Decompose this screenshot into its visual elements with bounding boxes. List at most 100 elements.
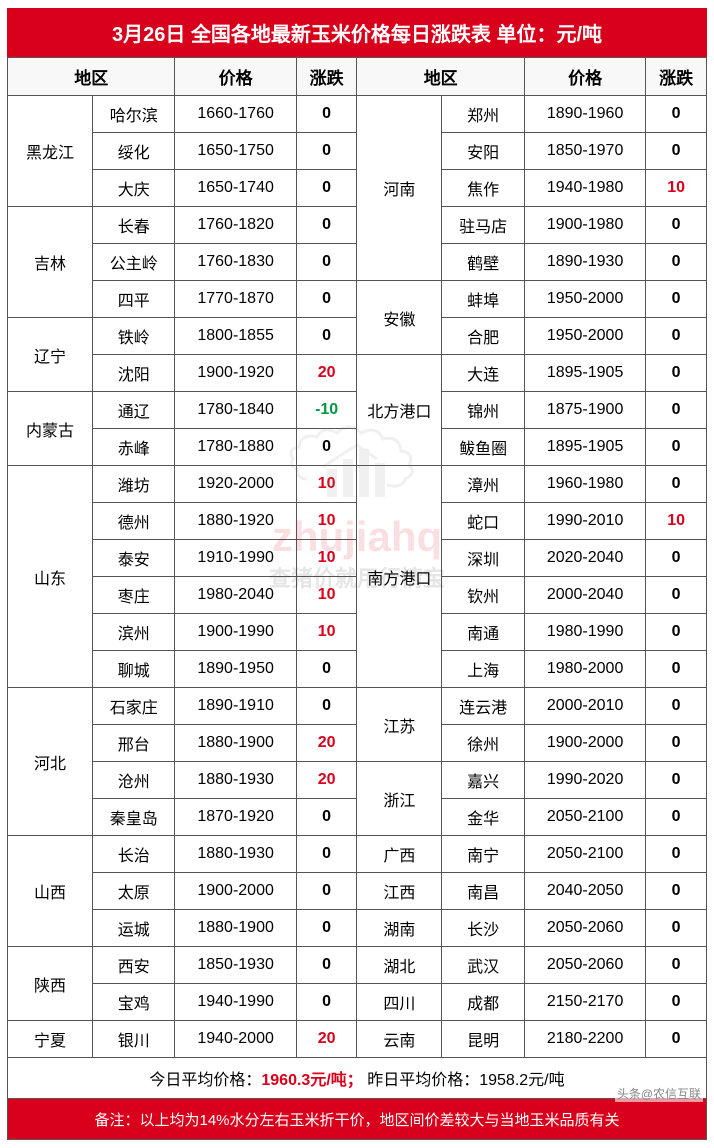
price-cell: 2180-2200 (524, 1021, 645, 1058)
price-cell: 1940-1980 (524, 170, 645, 207)
price-cell: 1990-2020 (524, 762, 645, 799)
change-cell: 10 (296, 503, 357, 540)
price-cell: 2050-2060 (524, 910, 645, 947)
city-cell: 合肥 (442, 318, 525, 355)
city-cell: 哈尔滨 (92, 96, 175, 133)
city-cell: 长治 (92, 836, 175, 873)
change-cell: -10 (296, 392, 357, 429)
change-cell: 0 (646, 651, 707, 688)
province-cell: 云南 (357, 1021, 442, 1058)
province-cell: 河南 (357, 96, 442, 281)
change-cell: 0 (296, 281, 357, 318)
city-cell: 德州 (92, 503, 175, 540)
city-cell: 大连 (442, 355, 525, 392)
table-row: 黑龙江哈尔滨1660-17600河南郑州1890-19600 (8, 96, 707, 133)
change-cell: 0 (296, 651, 357, 688)
price-cell: 1980-2000 (524, 651, 645, 688)
price-cell: 1780-1840 (175, 392, 296, 429)
header-change-right: 涨跌 (646, 58, 707, 96)
header-region-right: 地区 (357, 58, 524, 96)
change-cell: 0 (646, 466, 707, 503)
price-cell: 1910-1990 (175, 540, 296, 577)
change-cell: 0 (646, 96, 707, 133)
price-cell: 1895-1905 (524, 355, 645, 392)
price-cell: 1760-1830 (175, 244, 296, 281)
change-cell: 0 (296, 836, 357, 873)
city-cell: 通辽 (92, 392, 175, 429)
change-cell: 0 (646, 688, 707, 725)
change-cell: 20 (296, 762, 357, 799)
price-cell: 2150-2170 (524, 984, 645, 1021)
change-cell: 0 (646, 281, 707, 318)
price-cell: 1850-1930 (175, 947, 296, 984)
price-cell: 2000-2040 (524, 577, 645, 614)
city-cell: 昆明 (442, 1021, 525, 1058)
city-cell: 深圳 (442, 540, 525, 577)
change-cell: 0 (646, 614, 707, 651)
city-cell: 武汉 (442, 947, 525, 984)
price-cell: 1880-1930 (175, 762, 296, 799)
price-cell: 1880-1920 (175, 503, 296, 540)
table-row: 河北石家庄1890-19100江苏连云港2000-20100 (8, 688, 707, 725)
city-cell: 金华 (442, 799, 525, 836)
change-cell: 0 (296, 799, 357, 836)
change-cell: 0 (296, 96, 357, 133)
change-cell: 0 (646, 1021, 707, 1058)
city-cell: 铁岭 (92, 318, 175, 355)
city-cell: 聊城 (92, 651, 175, 688)
header-region-left: 地区 (8, 58, 175, 96)
price-cell: 2000-2010 (524, 688, 645, 725)
table-row: 山西长治1880-19300广西南宁2050-21000 (8, 836, 707, 873)
change-cell: 10 (296, 577, 357, 614)
province-cell: 广西 (357, 836, 442, 873)
price-cell: 1900-1980 (524, 207, 645, 244)
price-cell: 2050-2060 (524, 947, 645, 984)
change-cell: 20 (296, 1021, 357, 1058)
price-cell: 1760-1820 (175, 207, 296, 244)
price-cell: 1900-1920 (175, 355, 296, 392)
city-cell: 长春 (92, 207, 175, 244)
price-cell: 1880-1930 (175, 836, 296, 873)
change-cell: 0 (646, 318, 707, 355)
province-cell: 湖北 (357, 947, 442, 984)
price-cell: 1890-1960 (524, 96, 645, 133)
province-cell: 陕西 (8, 947, 93, 1021)
city-cell: 蛇口 (442, 503, 525, 540)
change-cell: 10 (296, 540, 357, 577)
price-cell: 1980-1990 (524, 614, 645, 651)
price-cell: 1960-1980 (524, 466, 645, 503)
change-cell: 0 (296, 244, 357, 281)
change-cell: 0 (296, 207, 357, 244)
footer-average: 今日平均价格：1960.3元/吨； 昨日平均价格：1958.2元/吨 (8, 1058, 707, 1099)
city-cell: 徐州 (442, 725, 525, 762)
city-cell: 南宁 (442, 836, 525, 873)
change-cell: 0 (646, 836, 707, 873)
change-cell: 20 (296, 725, 357, 762)
price-cell: 1950-2000 (524, 318, 645, 355)
footer-note: 备注：以上均为14%水分左右玉米折干价，地区间价差较大与当地玉米品质有关 (8, 1099, 707, 1140)
change-cell: 0 (296, 984, 357, 1021)
change-cell: 0 (646, 799, 707, 836)
price-cell: 1890-1950 (175, 651, 296, 688)
table-row: 山东潍坊1920-200010南方港口漳州1960-19800 (8, 466, 707, 503)
table-row: 沈阳1900-192020北方港口大连1895-19050 (8, 355, 707, 392)
table-row: 沧州1880-193020浙江嘉兴1990-20200 (8, 762, 707, 799)
page-title: 3月26日 全国各地最新玉米价格每日涨跌表 单位：元/吨 (7, 8, 707, 57)
city-cell: 嘉兴 (442, 762, 525, 799)
province-cell: 山东 (8, 466, 93, 688)
city-cell: 安阳 (442, 133, 525, 170)
price-cell: 2020-2040 (524, 540, 645, 577)
city-cell: 南昌 (442, 873, 525, 910)
price-cell: 1990-2010 (524, 503, 645, 540)
city-cell: 四平 (92, 281, 175, 318)
header-price-right: 价格 (524, 58, 645, 96)
price-cell: 1900-2000 (524, 725, 645, 762)
city-cell: 绥化 (92, 133, 175, 170)
city-cell: 锦州 (442, 392, 525, 429)
price-cell: 1875-1900 (524, 392, 645, 429)
change-cell: 0 (646, 762, 707, 799)
city-cell: 连云港 (442, 688, 525, 725)
city-cell: 沈阳 (92, 355, 175, 392)
price-cell: 1895-1905 (524, 429, 645, 466)
price-cell: 2050-2100 (524, 836, 645, 873)
